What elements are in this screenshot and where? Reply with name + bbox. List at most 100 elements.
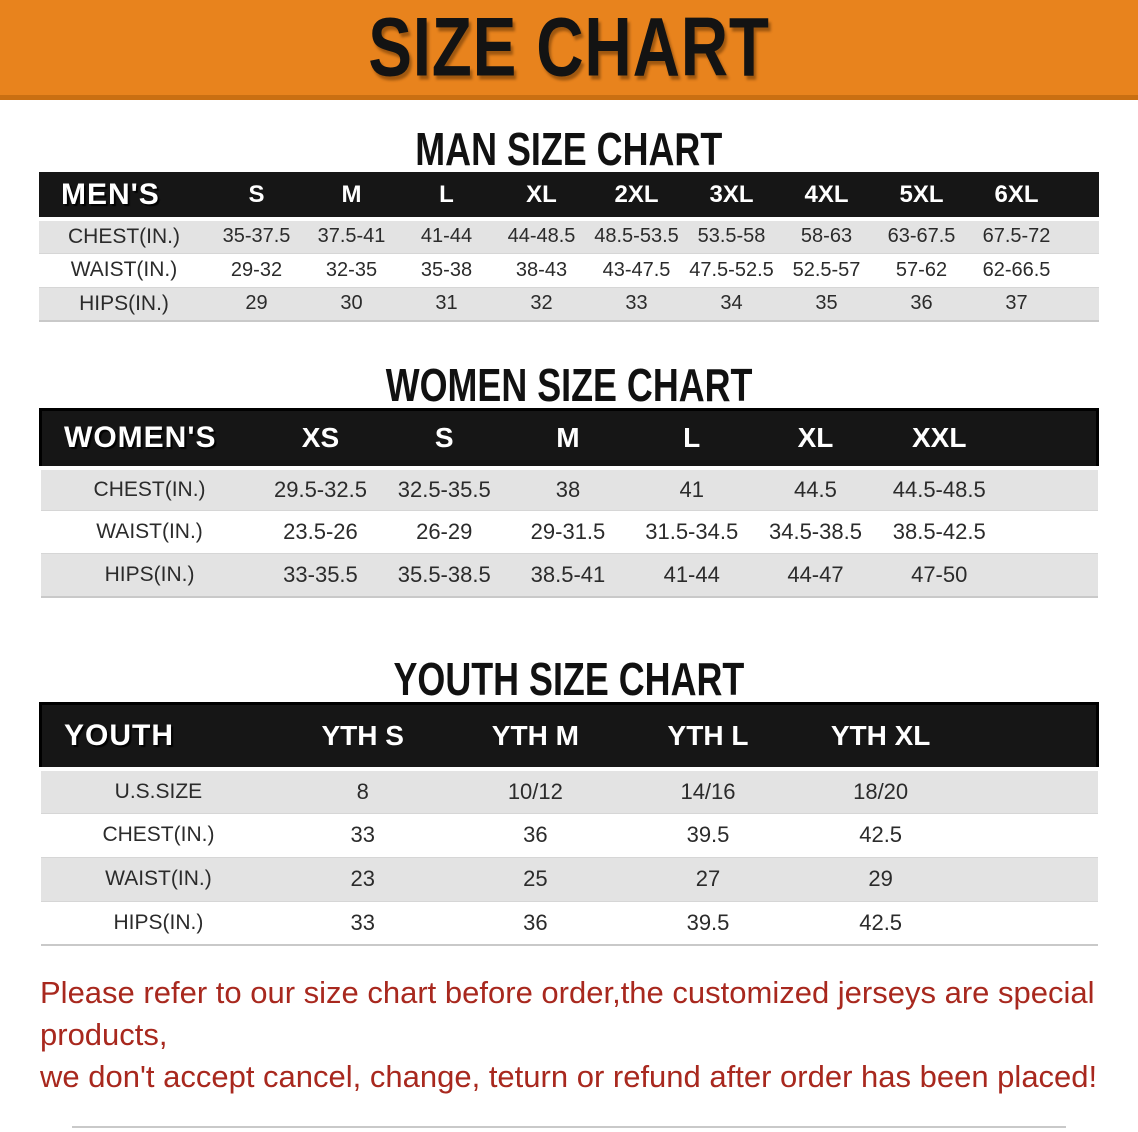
youth-size-column-header: YTH XL	[794, 701, 967, 771]
measurement-cell: 42.5	[859, 909, 903, 935]
measurement-cell: 23.5-26	[283, 519, 358, 544]
youth-size-column-header: YTH S	[276, 701, 450, 771]
measurement-cell: 29.5-32.5	[273, 476, 367, 502]
row-spacer-cell	[967, 857, 1098, 901]
measurement-cell: 67.5-72	[982, 225, 1051, 248]
order-note: Please refer to our size chart before or…	[40, 972, 1118, 1098]
measurement-cell: 32-35	[325, 258, 378, 281]
measurement-cell: 38.5-41	[530, 561, 606, 587]
measurement-cell: 36	[523, 822, 548, 847]
row-label: CHEST(IN.)	[102, 823, 215, 846]
size-chart-banner: SIZE CHART	[0, 0, 1138, 100]
measurement-cell: 38.5-42.5	[892, 519, 986, 544]
measurement-cell: 26-29	[416, 519, 473, 544]
order-note-line-1: Please refer to our size chart before or…	[40, 975, 1095, 1052]
measurement-cell: 10/12	[507, 778, 563, 804]
measurement-cell: 32.5-35.5	[397, 476, 491, 502]
row-label: HIPS(IN.)	[113, 910, 204, 934]
measurement-cell: 34	[720, 292, 743, 315]
men-section-heading: MAN SIZE CHART	[0, 126, 1138, 172]
measurement-cell: 57-62	[895, 258, 948, 281]
measurement-cell: 33-35.5	[283, 561, 358, 587]
measurement-cell: 63-67.5	[887, 225, 956, 248]
men-size-column-header: 5XL	[874, 172, 969, 219]
measurement-cell: 25	[523, 866, 548, 891]
measurement-cell: 29-32	[230, 258, 283, 281]
measurement-cell: 35	[815, 292, 838, 315]
women-table-title: WOMEN'S	[38, 408, 259, 469]
row-label: U.S.SIZE	[114, 779, 203, 803]
youth-size-column-header: YTH M	[449, 701, 622, 771]
men-measurement-row: HIPS(IN.) 29 30 31 32 33 34 35 36 37	[39, 287, 1099, 321]
men-section-heading-text: MAN SIZE CHART	[415, 123, 723, 175]
measurement-cell: 35.5-38.5	[397, 561, 491, 587]
header-spacer-cell	[1001, 408, 1100, 469]
measurement-cell: 32	[530, 292, 553, 315]
youth-size-column-header: YTH L	[621, 701, 795, 771]
women-size-column-header: L	[629, 408, 754, 469]
youth-table-title: YOUTH	[39, 701, 277, 771]
women-section-heading: WOMEN SIZE CHART	[0, 362, 1138, 408]
measurement-cell: 38-43	[515, 258, 568, 281]
measurement-cell: 30	[340, 292, 363, 315]
row-spacer-cell	[967, 901, 1098, 945]
measurement-cell: 27	[695, 866, 721, 891]
measurement-cell: 35-38	[420, 258, 473, 281]
measurement-cell: 8	[356, 778, 369, 804]
women-size-table: WOMEN'S XS S M L XL XXL CHEST(IN.) 29.5-32.5 32.5…	[38, 408, 1100, 598]
header-spacer-cell	[1064, 172, 1099, 219]
men-size-column-header: 3XL	[684, 172, 779, 219]
row-label: CHEST(IN.)	[68, 224, 180, 248]
youth-measurement-row: HIPS(IN.) 33 36 39.5 42.5	[40, 901, 1098, 945]
measurement-cell: 36	[523, 909, 548, 935]
measurement-cell: 36	[910, 292, 933, 315]
row-label: WAIST(IN.)	[96, 520, 203, 543]
measurement-cell: 39.5	[686, 909, 730, 935]
measurement-cell: 29-31.5	[530, 519, 606, 544]
measurement-cell: 43-47.5	[602, 258, 671, 281]
measurement-cell: 44-47	[787, 561, 844, 587]
measurement-cell: 23	[350, 866, 375, 891]
row-label: HIPS(IN.)	[104, 562, 195, 586]
youth-size-table: YOUTH YTH S YTH M YTH L YTH XL U.S.SIZE 8 10/12…	[39, 701, 1099, 946]
youth-section-heading: YOUTH SIZE CHART	[0, 656, 1138, 702]
youth-measurement-row: WAIST(IN.) 23 25 27 29	[40, 857, 1098, 901]
measurement-cell: 39.5	[686, 822, 730, 847]
women-measurement-row: WAIST(IN.) 23.5-26 26-29 29-31.5 31.5-34.5 34…	[40, 510, 1098, 554]
measurement-cell: 44-48.5	[507, 225, 576, 248]
men-size-column-header: S	[209, 172, 304, 219]
measurement-cell: 35-37.5	[222, 225, 291, 248]
women-size-column-header: XL	[753, 408, 878, 469]
measurement-cell: 47-50	[911, 561, 968, 587]
row-spacer-cell	[1001, 511, 1097, 554]
bottom-divider	[72, 1126, 1066, 1128]
header-spacer-cell	[966, 701, 1099, 771]
women-size-column-header: XS	[258, 408, 383, 469]
row-label: WAIST(IN.)	[105, 867, 212, 890]
men-header-row: MEN'S S M L XL 2XL 3XL 4XL 5XL 6XL	[39, 172, 1099, 219]
measurement-cell: 37.5-41	[317, 225, 386, 248]
measurement-cell: 41	[679, 476, 704, 502]
youth-measurement-row: CHEST(IN.) 33 36 39.5 42.5	[40, 813, 1098, 857]
women-measurement-row: HIPS(IN.) 33-35.5 35.5-38.5 38.5-41 41-44 44-…	[40, 553, 1098, 597]
measurement-cell: 34.5-38.5	[768, 519, 862, 544]
page-title: SIZE CHART	[368, 0, 770, 94]
measurement-cell: 44.5	[794, 476, 837, 502]
women-header-row: WOMEN'S XS S M L XL XXL	[38, 408, 1100, 469]
measurement-cell: 18/20	[853, 778, 909, 804]
row-spacer-cell	[1001, 554, 1097, 597]
men-table-title: MEN'S	[39, 172, 209, 219]
measurement-cell: 53.5-58	[697, 225, 766, 248]
measurement-cell: 33	[350, 909, 375, 935]
measurement-cell: 41-44	[420, 225, 473, 248]
measurement-cell: 44.5-48.5	[892, 476, 986, 502]
measurement-cell: 41-44	[663, 561, 720, 587]
men-size-column-header: 4XL	[779, 172, 874, 219]
men-size-column-header: M	[304, 172, 399, 219]
measurement-cell: 31.5-34.5	[645, 519, 739, 544]
measurement-cell: 31	[435, 292, 458, 315]
measurement-cell: 48.5-53.5	[594, 225, 679, 248]
men-size-column-header: 2XL	[589, 172, 684, 219]
measurement-cell: 47.5-52.5	[689, 258, 774, 281]
measurement-cell: 58-63	[800, 225, 853, 248]
